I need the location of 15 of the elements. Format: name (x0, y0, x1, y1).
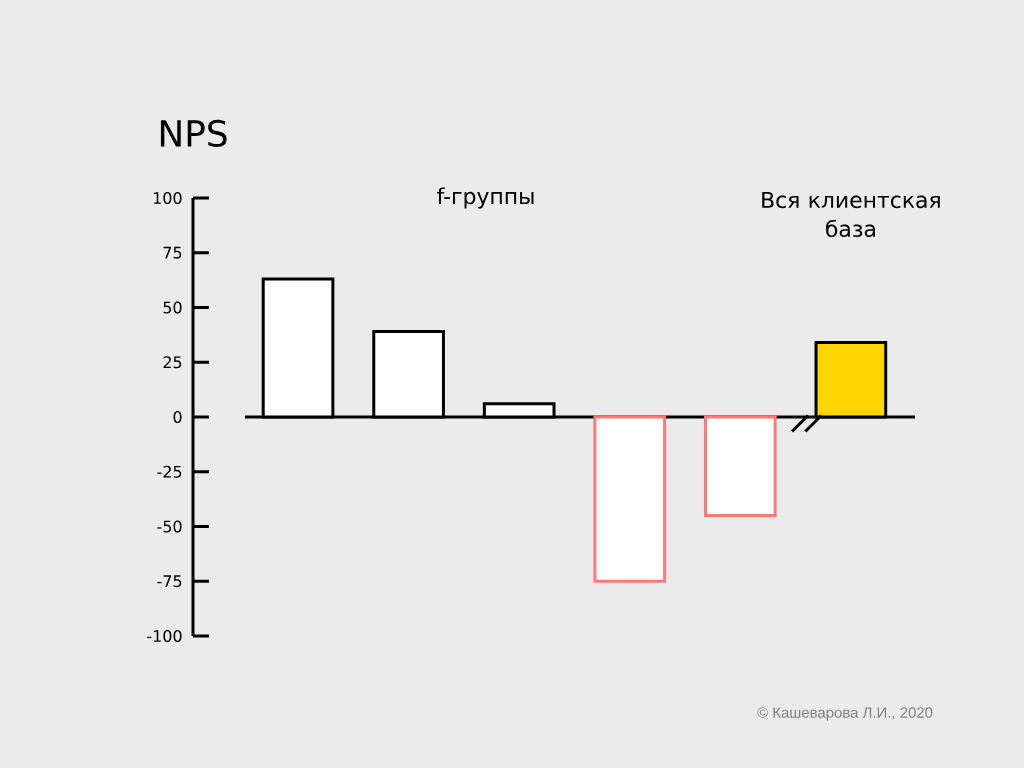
y-tick-label: 100 (153, 191, 182, 205)
y-tick-label: -75 (157, 575, 182, 588)
bar (703, 415, 777, 518)
chart-title: NPS (160, 119, 227, 147)
y-tick-label: -25 (157, 465, 182, 478)
y-tick-label: 75 (163, 246, 182, 259)
y-tick-label: 25 (163, 356, 182, 369)
y-tick-label: 50 (163, 301, 182, 314)
bar (593, 415, 667, 583)
y-tick-label: -50 (157, 520, 182, 533)
annotation: f-группы (437, 187, 534, 209)
y-tick-label: 0 (173, 410, 182, 424)
y-tick-label: -100 (147, 629, 182, 643)
text: © Кашеварова Л.И., 2020 (757, 707, 933, 721)
annotation: Вся клиентская база (762, 191, 940, 238)
